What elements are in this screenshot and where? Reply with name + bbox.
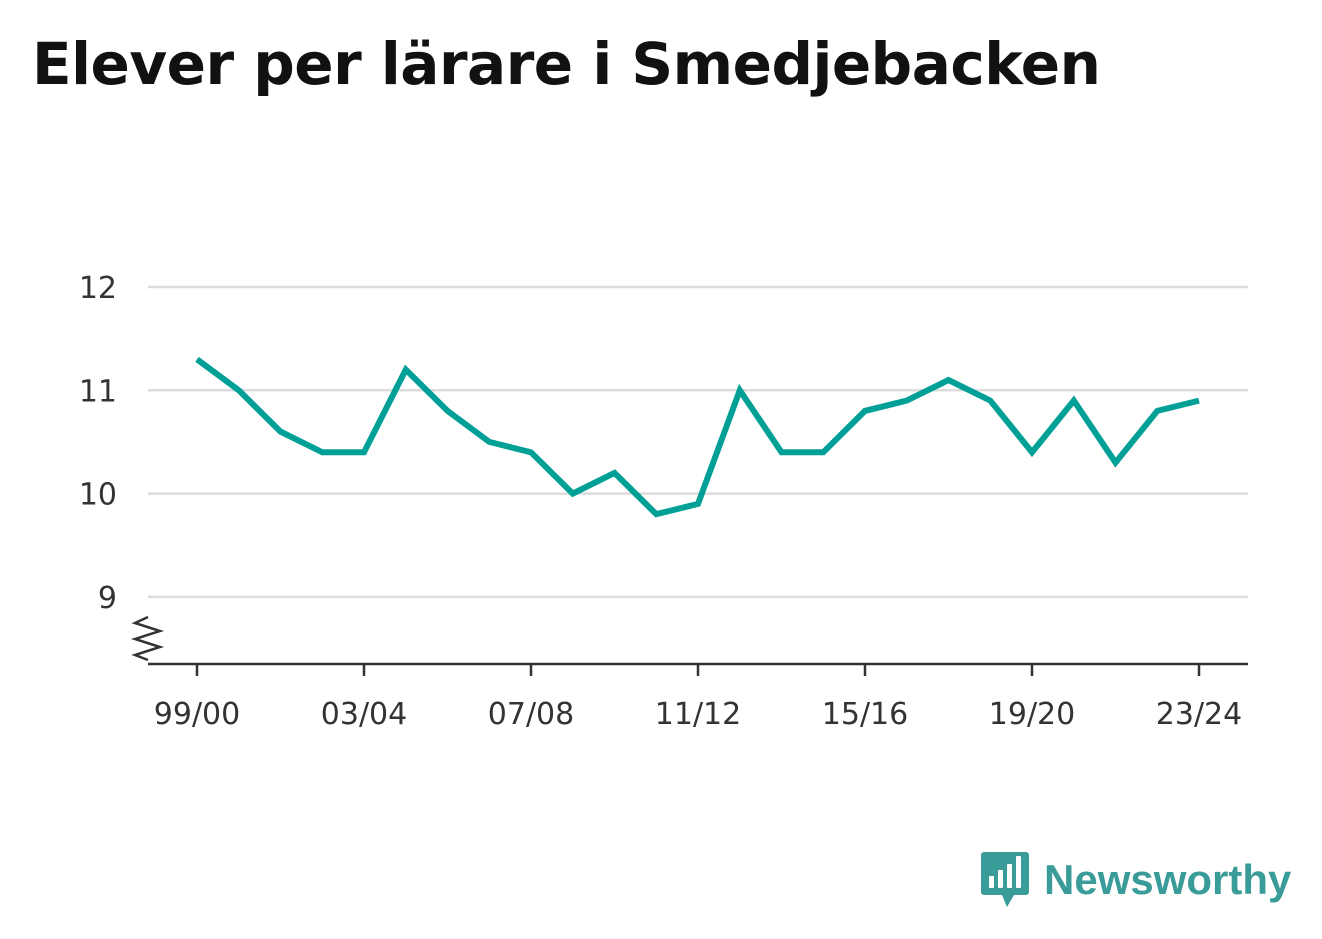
x-tick-label: 15/16 — [822, 697, 908, 732]
x-tick-label: 07/08 — [488, 697, 574, 732]
x-tick-label: 99/00 — [154, 697, 240, 732]
y-axis-tick-labels: 9 10 11 12 — [79, 271, 117, 616]
x-axis-tick-labels: 99/00 03/04 07/08 11/12 15/16 19/20 23/24 — [154, 697, 1242, 732]
x-tick-label: 11/12 — [655, 697, 741, 732]
logo-text: Newsworthy — [1044, 856, 1292, 903]
y-tick-label: 12 — [79, 271, 117, 306]
x-tick-label: 03/04 — [321, 697, 407, 732]
x-tick-label: 23/24 — [1156, 697, 1242, 732]
y-tick-label: 9 — [98, 581, 117, 616]
series-line — [195, 356, 1200, 518]
series-group — [195, 356, 1200, 518]
x-tick-label: 19/20 — [989, 697, 1075, 732]
newsworthy-chart-bubble-icon — [981, 852, 1029, 907]
y-tick-label: 11 — [79, 374, 117, 409]
x-axis — [148, 662, 1248, 676]
newsworthy-logo: Newsworthy — [980, 850, 1291, 910]
grid-lines — [148, 285, 1248, 599]
axis-break-icon — [130, 615, 165, 662]
y-tick-label: 10 — [79, 478, 117, 513]
chart-title: Elever per lärare i Smedjebacken — [32, 30, 1101, 98]
